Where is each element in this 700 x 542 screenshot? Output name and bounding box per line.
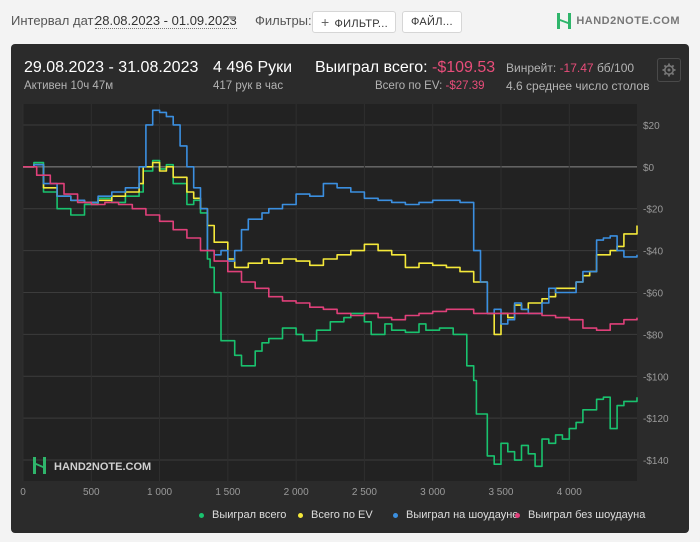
hand2note-logo: HAND2NOTE.COM	[556, 11, 680, 31]
filters-label: Фильтры:	[255, 13, 312, 28]
y-tick-label: -$100	[643, 372, 669, 383]
x-tick-label: 500	[83, 487, 100, 498]
file-button-label: ФАЙЛ...	[411, 16, 453, 28]
winrate-label: Винрейт:	[506, 61, 557, 75]
won-total-label: Выиграл всего:	[315, 59, 428, 76]
file-button[interactable]: ФАЙЛ...	[402, 11, 462, 33]
ev-total-value: -$27.39	[445, 80, 485, 92]
series-lines	[23, 109, 638, 468]
y-tick-label: $0	[643, 163, 655, 174]
won-total-value: -$109.53	[432, 59, 496, 76]
y-tick-label: $20	[643, 121, 660, 132]
legend-item[interactable]: Выиграл всего	[199, 509, 286, 521]
won-total: Выиграл всего: -$109.53	[315, 59, 495, 77]
x-tick-label: 3 000	[420, 487, 445, 498]
top-bar: Интервал дат: 28.08.2023 - 01.09.2023 Фи…	[0, 0, 700, 42]
hand2note-logo-icon	[557, 13, 572, 29]
y-tick-label: -$80	[643, 330, 663, 341]
legend-item[interactable]: Всего по EV	[298, 509, 373, 521]
x-tick-label: 1 500	[215, 487, 240, 498]
gear-icon	[662, 63, 676, 77]
winrate: Винрейт: -17.47 бб/100	[506, 61, 634, 75]
y-axis-ticks: $20 $0 -$20 -$40 -$60 -$80 -$100 -$120 -$140	[643, 121, 669, 467]
y-tick-label: -$60	[643, 289, 663, 300]
legend-dot-icon	[393, 512, 398, 518]
x-axis-ticks: 0 500 1 000 1 500 2 000 2 500 3 000 3 500 4 000	[20, 487, 582, 498]
settings-button[interactable]	[657, 58, 681, 82]
y-tick-label: -$140	[643, 456, 669, 467]
chevron-down-icon[interactable]	[228, 16, 236, 21]
legend-label: Выиграл всего	[212, 509, 287, 521]
date-interval-picker[interactable]: 28.08.2023 - 01.09.2023	[95, 13, 237, 29]
x-tick-label: 3 500	[488, 487, 513, 498]
winrate-unit: бб/100	[596, 61, 635, 75]
hands-per-hour: 417 рук в час	[213, 80, 284, 92]
filter-button-label: ФИЛЬТР...	[334, 18, 388, 30]
hands-count: 4 496 Руки	[213, 59, 293, 76]
grid-lines	[22, 104, 637, 481]
x-tick-label: 1 000	[147, 487, 172, 498]
series-line-4	[23, 166, 638, 331]
x-tick-label: 0	[20, 487, 26, 498]
ev-total: Всего по EV: -$27.39	[375, 80, 485, 92]
y-tick-label: -$40	[643, 247, 663, 258]
avg-tables: 4.6 среднее число столов	[506, 79, 650, 93]
series-line-3	[23, 109, 638, 325]
y-tick-label: -$120	[643, 414, 669, 425]
logo-text: HAND2NOTE.COM	[576, 15, 680, 27]
interval-label: Интервал дат:	[11, 13, 98, 28]
x-tick-label: 4 000	[557, 487, 582, 498]
legend-dot-icon	[515, 512, 520, 518]
winrate-value: -17.47	[559, 61, 594, 75]
x-tick-label: 2 500	[352, 487, 377, 498]
x-tick-label: 2 000	[284, 487, 309, 498]
legend-dot-icon	[298, 512, 303, 518]
filter-button[interactable]: + ФИЛЬТР...	[312, 11, 396, 33]
active-time: Активен 10ч 47м	[24, 80, 114, 92]
session-date-range: 29.08.2023 - 31.08.2023	[24, 59, 199, 76]
y-tick-label: -$20	[643, 205, 663, 216]
legend-item[interactable]: Выиграл без шоудауна	[515, 509, 645, 521]
chart-watermark: HAND2NOTE.COM	[33, 457, 151, 474]
legend-label: Всего по EV	[311, 509, 373, 521]
watermark-text: HAND2NOTE.COM	[54, 461, 151, 473]
legend-label: Выиграл без шоудауна	[528, 509, 646, 521]
legend-item[interactable]: Выиграл на шоудауне	[393, 509, 518, 521]
ev-total-label: Всего по EV:	[375, 80, 443, 92]
plus-icon: +	[321, 14, 330, 30]
stats-panel: 29.08.2023 - 31.08.2023 Активен 10ч 47м …	[11, 44, 689, 533]
profit-chart: $20 $0 -$20 -$40 -$60 -$80 -$100 -$120 -$140 0 50…	[20, 104, 669, 498]
legend-label: Выиграл на шоудауне	[406, 509, 519, 521]
legend-dot-icon	[199, 512, 204, 518]
